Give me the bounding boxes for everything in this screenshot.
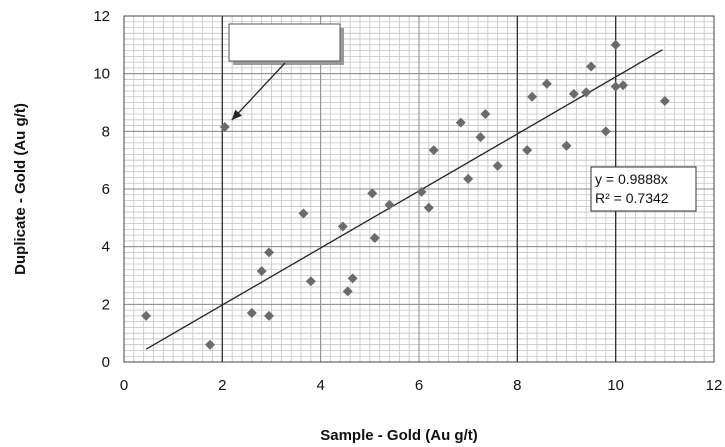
data-point	[522, 145, 533, 156]
trendline	[145, 49, 663, 350]
data-point	[347, 273, 358, 284]
data-point	[416, 186, 427, 197]
y-tick-label: 10	[93, 66, 110, 83]
data-point	[610, 39, 621, 50]
data-points	[141, 39, 670, 350]
x-tick-label: 4	[316, 377, 324, 394]
data-point	[475, 132, 486, 143]
data-point	[610, 81, 621, 92]
y-tick-label: 0	[102, 354, 110, 371]
x-axis-title: Sample - Gold (Au g/t)	[320, 427, 478, 444]
y-tick-label: 6	[102, 181, 110, 198]
r-squared-text: R² = 0.7342	[595, 190, 669, 206]
data-point	[455, 117, 466, 128]
x-tick-label: 0	[120, 377, 128, 394]
data-point	[367, 188, 378, 199]
data-point	[298, 208, 309, 219]
y-axis-ticks: 0 2 4 6 8 10 12	[93, 8, 110, 371]
callout-arrowhead	[231, 109, 242, 121]
data-point	[141, 310, 152, 321]
callout	[228, 23, 344, 121]
data-point	[205, 339, 216, 350]
x-tick-label: 12	[706, 377, 723, 394]
data-point	[600, 126, 611, 137]
data-point	[541, 78, 552, 89]
data-point	[369, 233, 380, 244]
data-point	[305, 276, 316, 287]
y-tick-label: 8	[102, 123, 110, 140]
x-tick-label: 8	[513, 377, 521, 394]
data-point	[561, 140, 572, 151]
trendline-equation-label: y = 0.9888x R² = 0.7342	[590, 166, 697, 212]
data-point	[586, 61, 597, 72]
data-point	[480, 109, 491, 120]
x-tick-label: 2	[218, 377, 226, 394]
data-point	[337, 221, 348, 232]
callout-box	[228, 23, 341, 62]
data-point	[264, 310, 275, 321]
data-point	[428, 145, 439, 156]
equation-text: y = 0.9888x	[595, 171, 668, 187]
data-point	[618, 80, 629, 91]
plot-area-frame	[123, 15, 715, 363]
equation-box	[590, 166, 697, 212]
y-tick-label: 12	[93, 8, 110, 25]
data-point	[219, 122, 230, 133]
y-tick-label: 4	[102, 239, 110, 256]
y-axis-title: Duplicate - Gold (Au g/t)	[12, 103, 29, 275]
data-point	[264, 247, 275, 258]
data-point	[659, 96, 670, 107]
data-point	[256, 266, 267, 277]
data-point	[423, 202, 434, 213]
data-point	[246, 307, 257, 318]
data-point	[342, 286, 353, 297]
data-point	[492, 160, 503, 171]
data-point	[568, 88, 579, 99]
x-axis-ticks: 0 2 4 6 8 10 12	[120, 377, 723, 394]
data-point	[463, 173, 474, 184]
data-point	[384, 199, 395, 210]
callout-arrow	[231, 62, 286, 121]
data-point	[527, 91, 538, 102]
x-tick-label: 10	[607, 377, 624, 394]
y-tick-label: 2	[102, 296, 110, 313]
data-point	[581, 87, 592, 98]
x-tick-label: 6	[415, 377, 423, 394]
